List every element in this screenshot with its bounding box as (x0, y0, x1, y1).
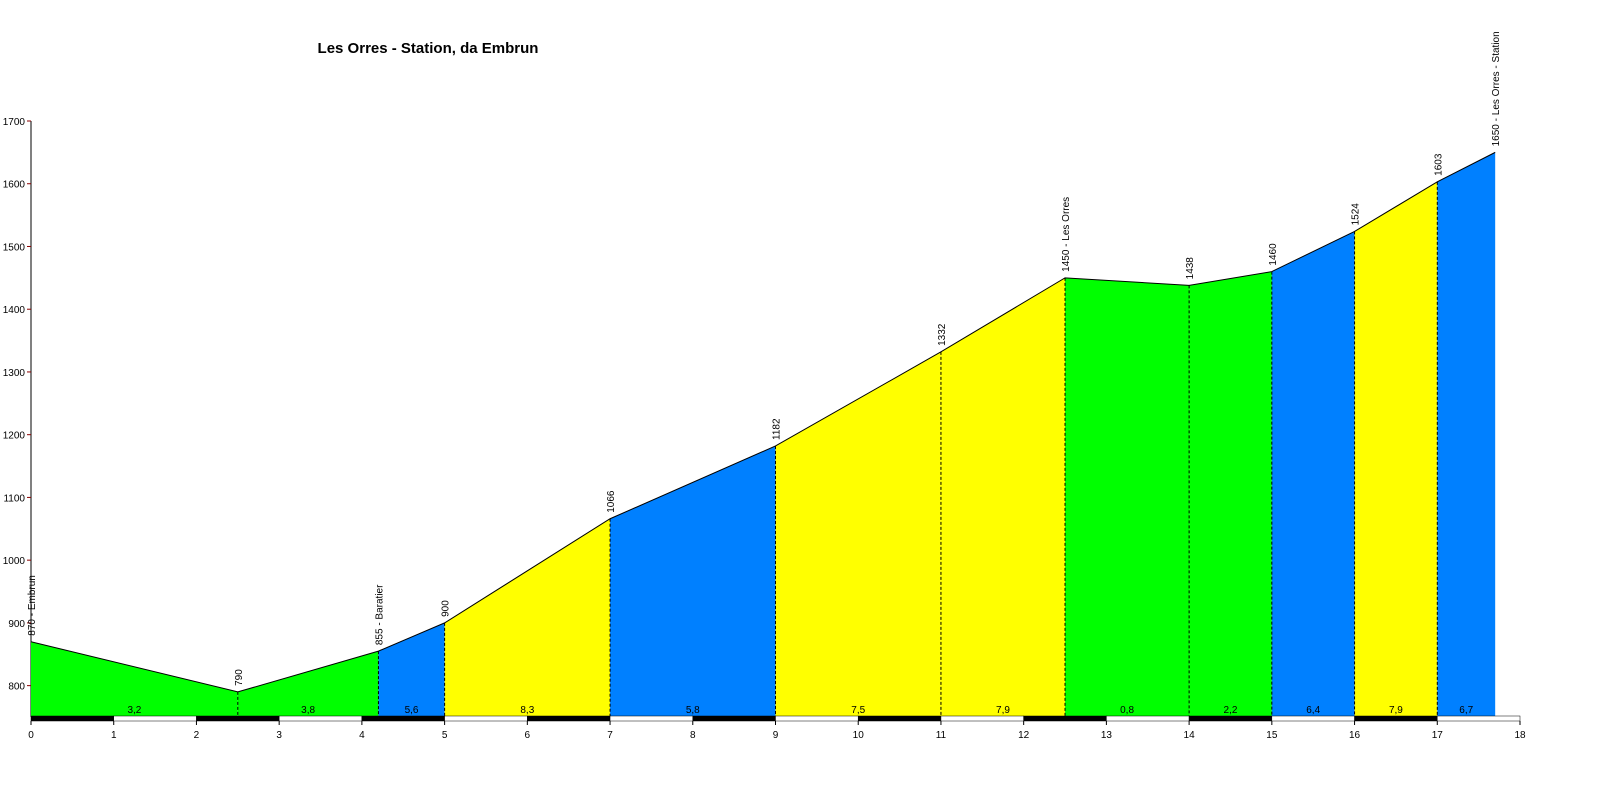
x-tick-label: 2 (194, 730, 200, 741)
x-tick-label: 17 (1432, 730, 1444, 741)
point-label: 1066 (606, 490, 617, 513)
km-scale (1271, 715, 1355, 722)
profile-segment (1437, 152, 1496, 718)
km-scale (1023, 715, 1107, 722)
x-tick-label: 7 (607, 730, 613, 741)
x-tick-label: 4 (359, 730, 365, 741)
profile-segment (378, 622, 445, 717)
x-tick-label: 11 (936, 730, 947, 741)
point-label: 1603 (1433, 153, 1444, 176)
profile-segment (775, 351, 941, 717)
profile-segment (1065, 277, 1190, 717)
profile-segment (940, 277, 1066, 717)
x-tick-label: 12 (1018, 730, 1030, 741)
profile-segment (444, 518, 611, 717)
y-tick-label: 1500 (3, 242, 26, 253)
grade-label: 7,5 (851, 705, 865, 716)
x-tick-label: 1 (111, 730, 117, 741)
grade-label: 7,9 (1389, 705, 1403, 716)
grade-label: 5,8 (686, 705, 700, 716)
y-tick-label: 1300 (3, 368, 26, 379)
y-tick-label: 1000 (3, 556, 26, 567)
point-label: 1438 (1185, 257, 1196, 280)
x-tick-label: 9 (773, 730, 779, 741)
x-tick-label: 10 (853, 730, 865, 741)
km-scale (1354, 715, 1438, 722)
grade-label: 6,7 (1459, 705, 1473, 716)
x-tick-label: 3 (276, 730, 282, 741)
km-scale (1437, 715, 1521, 722)
y-tick-label: 1100 (3, 493, 25, 504)
point-label: 1460 (1268, 243, 1279, 266)
x-tick-label: 0 (28, 730, 34, 741)
point-label: 1650 - Les Orres - Station (1491, 31, 1502, 146)
x-tick-label: 18 (1514, 730, 1526, 741)
grade-label: 0,8 (1120, 705, 1134, 716)
x-tick-label: 14 (1184, 730, 1196, 741)
profile-segment (1189, 271, 1272, 717)
km-scale (444, 715, 528, 722)
point-label: 900 (441, 600, 452, 617)
point-label: 1450 - Les Orres (1061, 197, 1072, 272)
point-label: 1524 (1351, 203, 1362, 226)
x-tick-label: 5 (442, 730, 448, 741)
x-tick-label: 6 (525, 730, 531, 741)
y-tick-label: 1400 (3, 305, 26, 316)
grade-label: 3,8 (301, 705, 315, 716)
x-tick-label: 13 (1101, 730, 1113, 741)
y-tick-label: 1700 (3, 117, 26, 128)
point-label: 1332 (937, 323, 948, 346)
profile-segment (610, 445, 776, 717)
point-label: 870 - Embrun (27, 575, 38, 636)
profile-segment (237, 651, 379, 717)
y-tick-label: 800 (8, 682, 25, 693)
grade-label: 6,4 (1306, 705, 1320, 716)
km-scale (692, 715, 776, 722)
km-scale (361, 715, 445, 722)
y-tick-label: 1200 (3, 431, 26, 442)
point-label: 855 - Baratier (374, 584, 385, 645)
km-scale (857, 715, 942, 722)
grade-label: 5,6 (405, 705, 419, 716)
km-scale (775, 715, 859, 722)
grade-label: 2,2 (1224, 705, 1238, 716)
x-tick-label: 15 (1266, 730, 1278, 741)
km-scale (1106, 715, 1190, 722)
km-scale (30, 715, 114, 722)
km-scale (1188, 715, 1273, 722)
km-scale (940, 715, 1024, 722)
km-scale (196, 715, 280, 722)
grade-label: 8,3 (520, 705, 534, 716)
grade-label: 3,2 (127, 705, 141, 716)
profile-segment (1271, 231, 1355, 717)
y-tick-label: 1600 (3, 180, 26, 191)
point-label: 1182 (772, 418, 783, 440)
profile-segment (31, 641, 238, 717)
x-tick-label: 16 (1349, 730, 1361, 741)
point-label: 790 (234, 669, 245, 686)
chart-title: Les Orres - Station, da Embrun (318, 40, 539, 57)
x-tick-label: 8 (690, 730, 696, 741)
km-scale (278, 715, 363, 722)
grade-label: 7,9 (996, 705, 1010, 716)
y-tick-label: 900 (8, 619, 25, 630)
profile-segment (1354, 181, 1438, 717)
km-scale (113, 715, 197, 722)
km-scale (527, 715, 611, 722)
km-scale (609, 715, 694, 722)
